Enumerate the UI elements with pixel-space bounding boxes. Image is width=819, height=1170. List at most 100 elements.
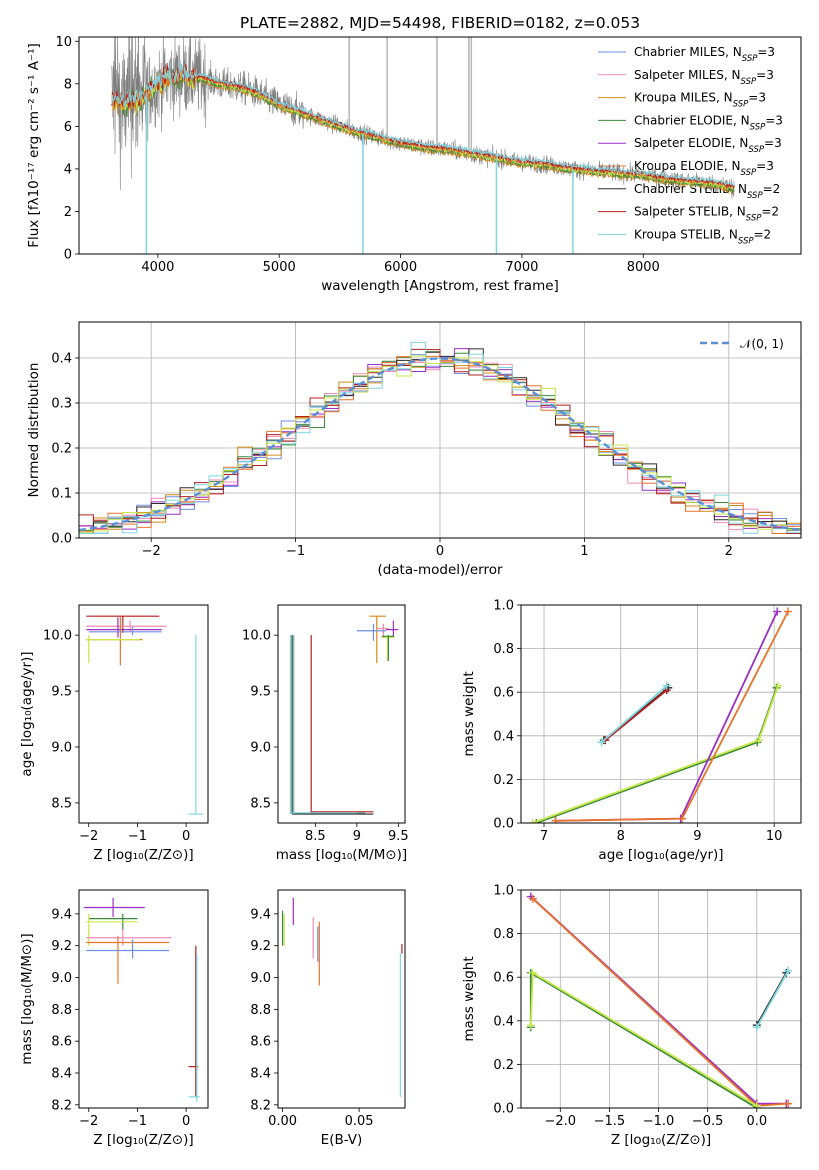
x-tick-label: 8000 (627, 260, 660, 275)
x-axis-label: Z [log₁₀(Z/Z⊙)] (611, 1132, 711, 1148)
x-tick-label: −2 (79, 829, 98, 844)
series-line (600, 685, 668, 743)
x-tick-label: 5000 (263, 260, 296, 275)
panel-spectrum: 4000 5000 6000 7000 8000 0 2 4 6 8 10 wavelength [A… (26, 35, 802, 294)
x-axis-label: (data-model)/error (377, 562, 503, 578)
x-tick-label: 0 (182, 829, 190, 844)
y-tick-label: 8.8 (250, 1003, 271, 1018)
x-tick-label: −1 (128, 829, 147, 844)
series-line (555, 611, 779, 822)
y-tick-label: 9.5 (51, 685, 72, 700)
figure-title: PLATE=2882, MJD=54498, FIBERID=0182, z=0… (240, 14, 640, 32)
legend-entry: Chabrier STELIB, NSSP=2 (634, 182, 780, 201)
y-axis-label: mass weight (461, 671, 477, 756)
y-tick-label: 0.8 (493, 642, 514, 657)
plot-area (111, 37, 735, 254)
histogram-step (79, 348, 801, 534)
y-tick-label: 1.0 (493, 884, 514, 899)
x-tick-label: 6000 (384, 260, 417, 275)
data-point-marker (783, 607, 792, 616)
legend-entry: Kroupa ELODIE, NSSP=3 (634, 159, 774, 178)
y-tick-label: 8 (64, 77, 72, 92)
x-axis-label: Z [log₁₀(Z/Z⊙)] (93, 847, 193, 863)
y-tick-label: 10.0 (43, 629, 72, 644)
x-tick-label: −1.5 (594, 1114, 626, 1129)
x-tick-label: 10 (766, 829, 783, 844)
axes-frame (78, 321, 802, 539)
data-point-marker (754, 736, 763, 745)
series-line (756, 970, 789, 1028)
y-tick-label: 0.3 (51, 397, 72, 412)
panel-mass-weight-vs-age: 7 8 9 10 0.0 0.2 0.4 0.6 0.8 1.0 age [log₁₀(age/yr… (461, 599, 802, 863)
y-tick-label: 9.0 (250, 971, 271, 986)
data-point-marker (773, 681, 782, 690)
plot-area (79, 341, 801, 534)
plot-area (281, 897, 403, 1097)
y-tick-label: 10.0 (242, 629, 271, 644)
data-point-marker (526, 1021, 535, 1030)
panel-mass-weight-vs-Z: −2.0 −1.5 −1.0 −0.5 0.0 0.0 0.2 0.4 0.6 0.8 1.0 Z [… (461, 884, 802, 1148)
x-axis-label: Z [log₁₀(Z/Z⊙)] (93, 1132, 193, 1148)
x-tick-label: −0.5 (692, 1114, 724, 1129)
x-tick-label: −2 (79, 1114, 98, 1129)
y-tick-label: 0.6 (493, 971, 514, 986)
data-point-marker (662, 681, 671, 690)
y-axis-label: mass weight (461, 956, 477, 1041)
y-axis-label: Normed distribution (26, 363, 42, 498)
x-tick-label: 0 (182, 1114, 190, 1129)
spectrum-legend: Chabrier MILES, NSSP=3 Salpeter MILES, NS… (598, 45, 783, 246)
data-point-marker (551, 816, 560, 823)
y-tick-label: 0.6 (493, 686, 514, 701)
y-tick-label: 0.8 (493, 927, 514, 942)
y-tick-label: 8.5 (250, 796, 271, 811)
y-tick-label: 0.0 (493, 817, 514, 832)
panel-residuals: −2 −1 0 1 2 0.0 0.1 0.2 0.3 0.4 (data-model)/error… (26, 321, 802, 578)
y-tick-label: 0.0 (493, 1102, 514, 1117)
axes-frame (520, 604, 802, 824)
y-axis-label: age [log₁₀(age/yr)] (19, 651, 35, 776)
x-tick-label: 0 (436, 544, 444, 559)
y-tick-label: 9.4 (51, 907, 72, 922)
data-point-marker (532, 819, 541, 823)
y-tick-label: 0.0 (51, 532, 72, 547)
x-tick-label: 7000 (505, 260, 538, 275)
y-tick-label: 2 (64, 205, 72, 220)
panel-mass-vs-ebv: 0.00 0.05 8.2 8.4 8.6 8.8 9.0 9.2 9.4 E(B-V) (250, 889, 406, 1148)
axes-frame (277, 889, 406, 1109)
y-tick-label: 9.2 (51, 939, 72, 954)
y-tick-label: 8.2 (51, 1098, 72, 1113)
panel-age-vs-mass: 8.5 9 9.5 8.5 9.0 9.5 10.0 mass [log₁₀(M/M⊙)] (242, 604, 409, 863)
series-line (532, 685, 779, 823)
panel-age-vs-Z: −2 −1 0 8.5 9.0 9.5 10.0 Z [log₁₀(Z/Z⊙)] age [lo… (19, 604, 209, 863)
y-tick-label: 9.2 (250, 939, 271, 954)
x-tick-label: 8 (617, 829, 625, 844)
y-tick-label: 1.0 (493, 599, 514, 614)
data-point-marker (752, 1023, 761, 1032)
x-tick-label: 2 (725, 544, 733, 559)
x-axis-label: age [log₁₀(age/yr)] (598, 847, 723, 863)
axes-frame (277, 604, 406, 824)
y-axis-label: mass [log₁₀(M/M⊙)] (19, 933, 35, 1064)
data-point-marker (528, 968, 537, 977)
axes-frame (520, 889, 802, 1109)
y-tick-label: 10 (55, 35, 72, 50)
y-axis-label: Flux [fλ10⁻¹⁷ erg cm⁻² s⁻¹ A⁻¹] (26, 43, 42, 248)
plot-area (289, 615, 399, 815)
y-tick-label: 9.0 (51, 740, 72, 755)
model-spectrum-line (111, 59, 735, 187)
y-tick-label: 4 (64, 162, 72, 177)
x-tick-label: 7 (540, 829, 548, 844)
axes-frame (78, 604, 209, 824)
plot-area (83, 897, 200, 1102)
x-tick-label: 0.00 (268, 1114, 297, 1129)
y-tick-label: 8.4 (250, 1066, 271, 1081)
y-tick-label: 0.4 (493, 1014, 514, 1029)
legend-entry: 𝒩(0, 1) (740, 337, 784, 351)
legend-entry: Salpeter MILES, NSSP=3 (634, 68, 774, 87)
legend-entry: Kroupa STELIB, NSSP=2 (634, 227, 771, 246)
y-tick-label: 8.6 (51, 1035, 72, 1050)
y-tick-label: 0 (64, 248, 72, 263)
plot-area (526, 892, 793, 1108)
y-tick-label: 0.1 (51, 487, 72, 502)
